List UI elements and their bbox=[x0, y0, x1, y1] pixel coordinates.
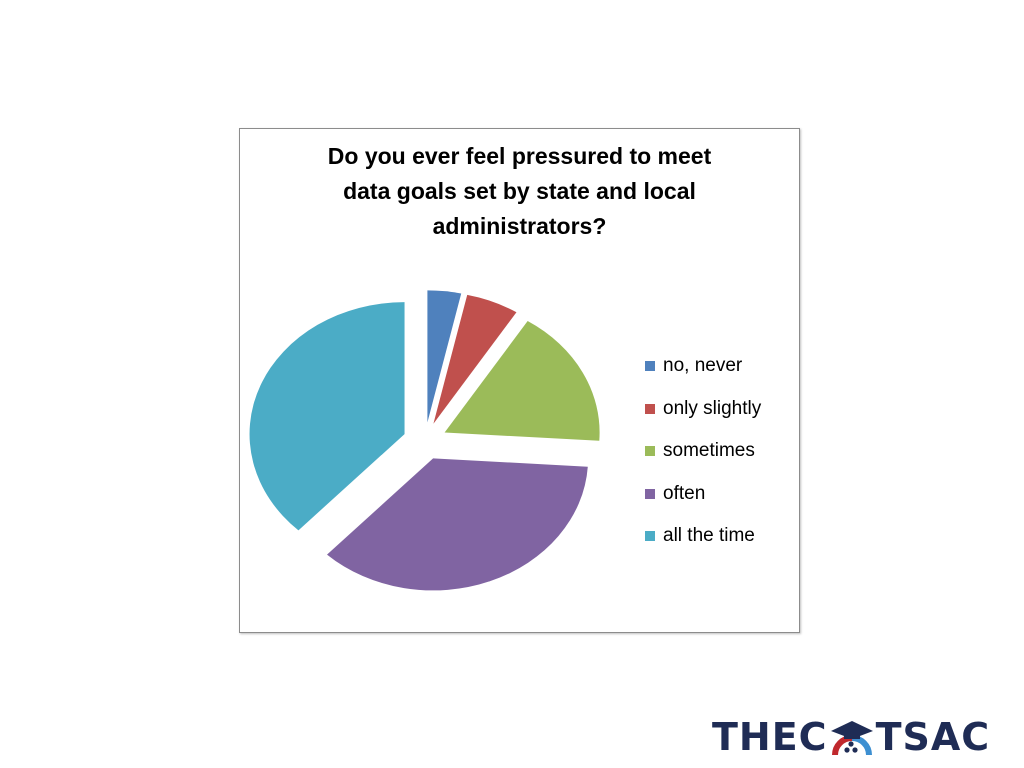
chart-frame: Do you ever feel pressured to meet data … bbox=[239, 128, 800, 633]
legend-item-no-never: no, never bbox=[645, 345, 761, 388]
pie-slice-sometimes bbox=[444, 321, 600, 441]
logo-text-left: THEC bbox=[712, 715, 828, 759]
pie-slice-only-slightly bbox=[433, 294, 517, 424]
chart-title: Do you ever feel pressured to meet data … bbox=[240, 139, 799, 244]
legend-swatch-all-the-time bbox=[645, 531, 655, 542]
pie-slice-all-the-time bbox=[249, 302, 405, 531]
chart-title-line-3: administrators? bbox=[432, 213, 607, 239]
pie-slice-often bbox=[326, 458, 588, 591]
pie-chart bbox=[249, 290, 600, 591]
legend-label-only-slightly: only slightly bbox=[663, 397, 762, 419]
legend-label-all-the-time: all the time bbox=[663, 525, 755, 547]
legend-item-all-the-time: all the time bbox=[645, 515, 761, 558]
legend-swatch-often bbox=[645, 488, 655, 499]
legend-label-no-never: no, never bbox=[663, 355, 743, 377]
legend-item-only-slightly: only slightly bbox=[645, 388, 761, 431]
legend-swatch-only-slightly bbox=[645, 403, 655, 414]
legend-label-often: often bbox=[663, 482, 706, 504]
legend-swatch-sometimes bbox=[645, 446, 655, 457]
chart-legend: no, never only slightly sometimes often … bbox=[645, 345, 761, 558]
legend-item-often: often bbox=[645, 473, 761, 516]
logo-text-right: TSAC bbox=[875, 715, 991, 759]
graduation-cap-icon bbox=[830, 721, 873, 756]
chart-title-line-1: Do you ever feel pressured to meet bbox=[327, 143, 712, 169]
pie-slice-no-never bbox=[427, 290, 462, 423]
legend-swatch-no-never bbox=[645, 361, 655, 372]
thec-tsac-logo: THEC TSAC bbox=[712, 712, 990, 762]
legend-label-sometimes: sometimes bbox=[663, 440, 755, 462]
legend-item-sometimes: sometimes bbox=[645, 430, 761, 473]
chart-title-line-2: data goals set by state and local bbox=[343, 178, 696, 204]
